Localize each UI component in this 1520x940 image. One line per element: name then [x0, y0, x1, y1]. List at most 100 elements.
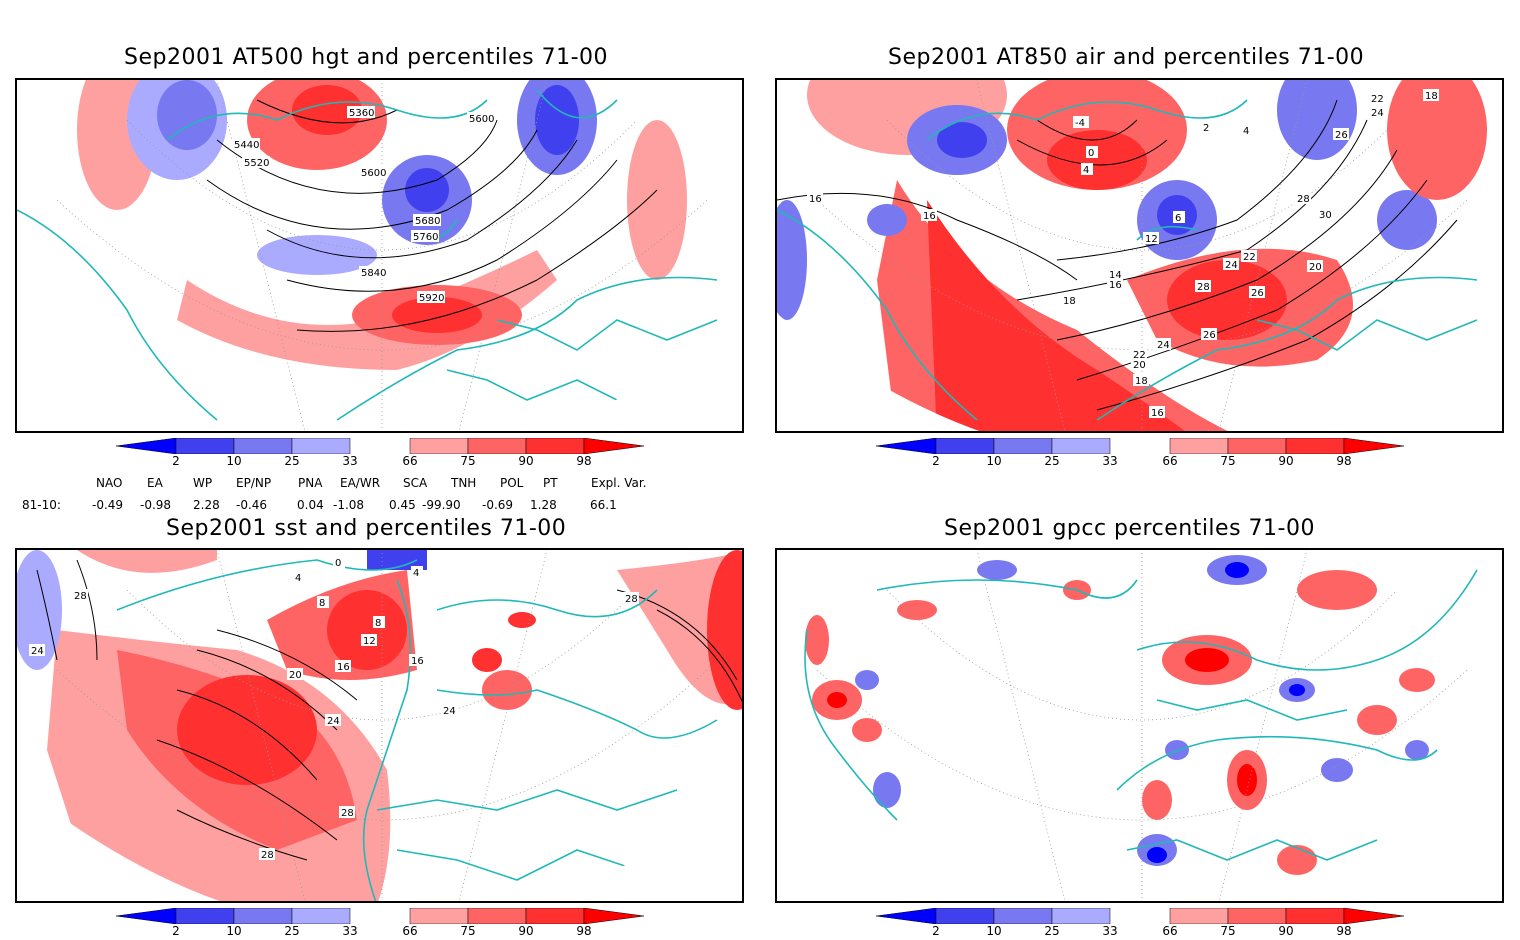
map-panel-sst: 28 24 4 0 4 8 8 12 16 20 24 28 28 24 16 … [15, 548, 744, 903]
svg-text:8: 8 [319, 598, 325, 609]
panel-title-gpcc: Sep2001 gpcc percentiles 71-00 [944, 516, 1315, 541]
map-panel-air850: -4 0 4 2 4 16 16 6 12 14 16 18 28 22 24 … [775, 78, 1504, 433]
tc-value: 2.28 [193, 498, 220, 512]
colorbar-swatches [875, 437, 1405, 455]
svg-text:24: 24 [31, 646, 44, 657]
svg-text:5840: 5840 [361, 268, 386, 279]
cbar-tick: 33 [1102, 924, 1118, 938]
colorbar-top-right: 2 10 25 33 66 75 90 98 [875, 437, 1406, 472]
svg-text:24: 24 [1157, 340, 1170, 351]
tc-header: EP/NP [236, 476, 272, 490]
tc-header: EA [147, 476, 163, 490]
tc-header: Expl. Var. [591, 476, 647, 490]
cbar-tick: 75 [460, 454, 476, 468]
svg-text:24: 24 [327, 716, 340, 727]
map-air850: -4 0 4 2 4 16 16 6 12 14 16 18 28 22 24 … [777, 80, 1487, 431]
tc-header: SCA [403, 476, 428, 490]
cbar-tick: 98 [576, 924, 592, 938]
svg-text:4: 4 [295, 573, 301, 584]
svg-text:5760: 5760 [413, 232, 438, 243]
svg-text:5360: 5360 [349, 108, 374, 119]
svg-text:4: 4 [413, 568, 419, 579]
panel-title-air850: Sep2001 AT850 air and percentiles 71-00 [888, 45, 1365, 70]
svg-text:18: 18 [1135, 376, 1148, 387]
colorbar-swatches [115, 437, 645, 455]
svg-text:22: 22 [1133, 350, 1146, 361]
svg-text:12: 12 [1145, 234, 1158, 245]
svg-text:-4: -4 [1075, 118, 1085, 129]
svg-text:6: 6 [1175, 213, 1181, 224]
tc-header: PT [543, 476, 558, 490]
svg-text:28: 28 [341, 808, 354, 819]
cbar-tick: 90 [518, 924, 534, 938]
tc-value: 1.28 [530, 498, 557, 512]
cbar-tick: 66 [402, 924, 418, 938]
cbar-tick: 25 [284, 454, 300, 468]
contour-labels-air850: -4 0 4 2 4 16 16 6 12 14 16 18 28 22 24 … [807, 89, 1439, 419]
tc-header: PNA [298, 476, 323, 490]
svg-text:4: 4 [1083, 165, 1089, 176]
cbar-tick: 98 [1336, 454, 1352, 468]
cbar-tick: 2 [172, 454, 180, 468]
svg-text:16: 16 [411, 656, 424, 667]
colorbar-bottom-right: 2 10 25 33 66 75 90 98 [875, 907, 1406, 940]
cbar-tick: 10 [226, 924, 242, 938]
contour-labels-sst: 28 24 4 0 4 8 8 12 16 20 24 28 28 24 16 … [29, 556, 639, 861]
svg-text:24: 24 [1225, 260, 1238, 271]
svg-text:26: 26 [1203, 330, 1216, 341]
svg-text:28: 28 [74, 591, 87, 602]
tc-row-label: 81-10: [22, 498, 61, 512]
cbar-tick: 25 [284, 924, 300, 938]
tc-value: -0.49 [92, 498, 124, 512]
svg-text:28: 28 [1197, 282, 1210, 293]
panel-title-hgt500: Sep2001 AT500 hgt and percentiles 71-00 [124, 45, 609, 70]
svg-text:22: 22 [1371, 94, 1384, 105]
tc-header: TNH [451, 476, 477, 490]
contour-labels-hgt500: 5360 5440 5520 5600 5600 5680 5760 5840 … [232, 106, 495, 304]
svg-text:22: 22 [1243, 252, 1256, 263]
tc-value: 0.45 [389, 498, 416, 512]
map-hgt500: 5360 5440 5520 5600 5600 5680 5760 5840 … [17, 80, 718, 431]
svg-text:8: 8 [375, 618, 381, 629]
svg-text:16: 16 [337, 662, 350, 673]
cbar-tick: 33 [1102, 454, 1118, 468]
svg-text:12: 12 [363, 636, 376, 647]
svg-text:0: 0 [1088, 148, 1094, 159]
cbar-tick: 33 [342, 924, 358, 938]
svg-text:16: 16 [809, 194, 822, 205]
tc-value: -99.90 [422, 498, 461, 512]
tc-value: -0.98 [140, 498, 172, 512]
svg-text:28: 28 [261, 850, 274, 861]
cbar-tick: 66 [1162, 924, 1178, 938]
svg-text:5520: 5520 [244, 158, 269, 169]
colorbar-swatches [115, 907, 645, 925]
svg-text:26: 26 [1335, 130, 1348, 141]
cbar-tick: 90 [1278, 924, 1294, 938]
svg-text:28: 28 [625, 594, 638, 605]
cbar-tick: 75 [1220, 454, 1236, 468]
svg-text:16: 16 [1151, 408, 1164, 419]
cbar-tick: 75 [1220, 924, 1236, 938]
cbar-tick: 75 [460, 924, 476, 938]
colorbar-bottom-left: 2 10 25 33 66 75 90 98 [115, 907, 646, 940]
tc-value: -0.46 [236, 498, 268, 512]
tc-value: 66.1 [590, 498, 617, 512]
cbar-tick: 10 [986, 924, 1002, 938]
cbar-tick: 66 [402, 454, 418, 468]
svg-text:28: 28 [1297, 194, 1310, 205]
svg-text:2: 2 [1203, 123, 1209, 134]
cbar-tick: 66 [1162, 454, 1178, 468]
cbar-tick: 2 [932, 454, 940, 468]
map-panel-gpcc [775, 548, 1504, 903]
colorbar-top-left: 2 10 25 33 66 75 90 98 [115, 437, 646, 472]
tc-value: 0.04 [297, 498, 324, 512]
cbar-tick: 10 [986, 454, 1002, 468]
tc-header: WP [193, 476, 213, 490]
svg-text:24: 24 [443, 706, 456, 717]
svg-text:18: 18 [1425, 91, 1438, 102]
svg-text:16: 16 [923, 211, 936, 222]
svg-text:16: 16 [1109, 280, 1122, 291]
svg-text:5600: 5600 [469, 114, 494, 125]
svg-text:5920: 5920 [419, 293, 444, 304]
cbar-tick: 2 [172, 924, 180, 938]
